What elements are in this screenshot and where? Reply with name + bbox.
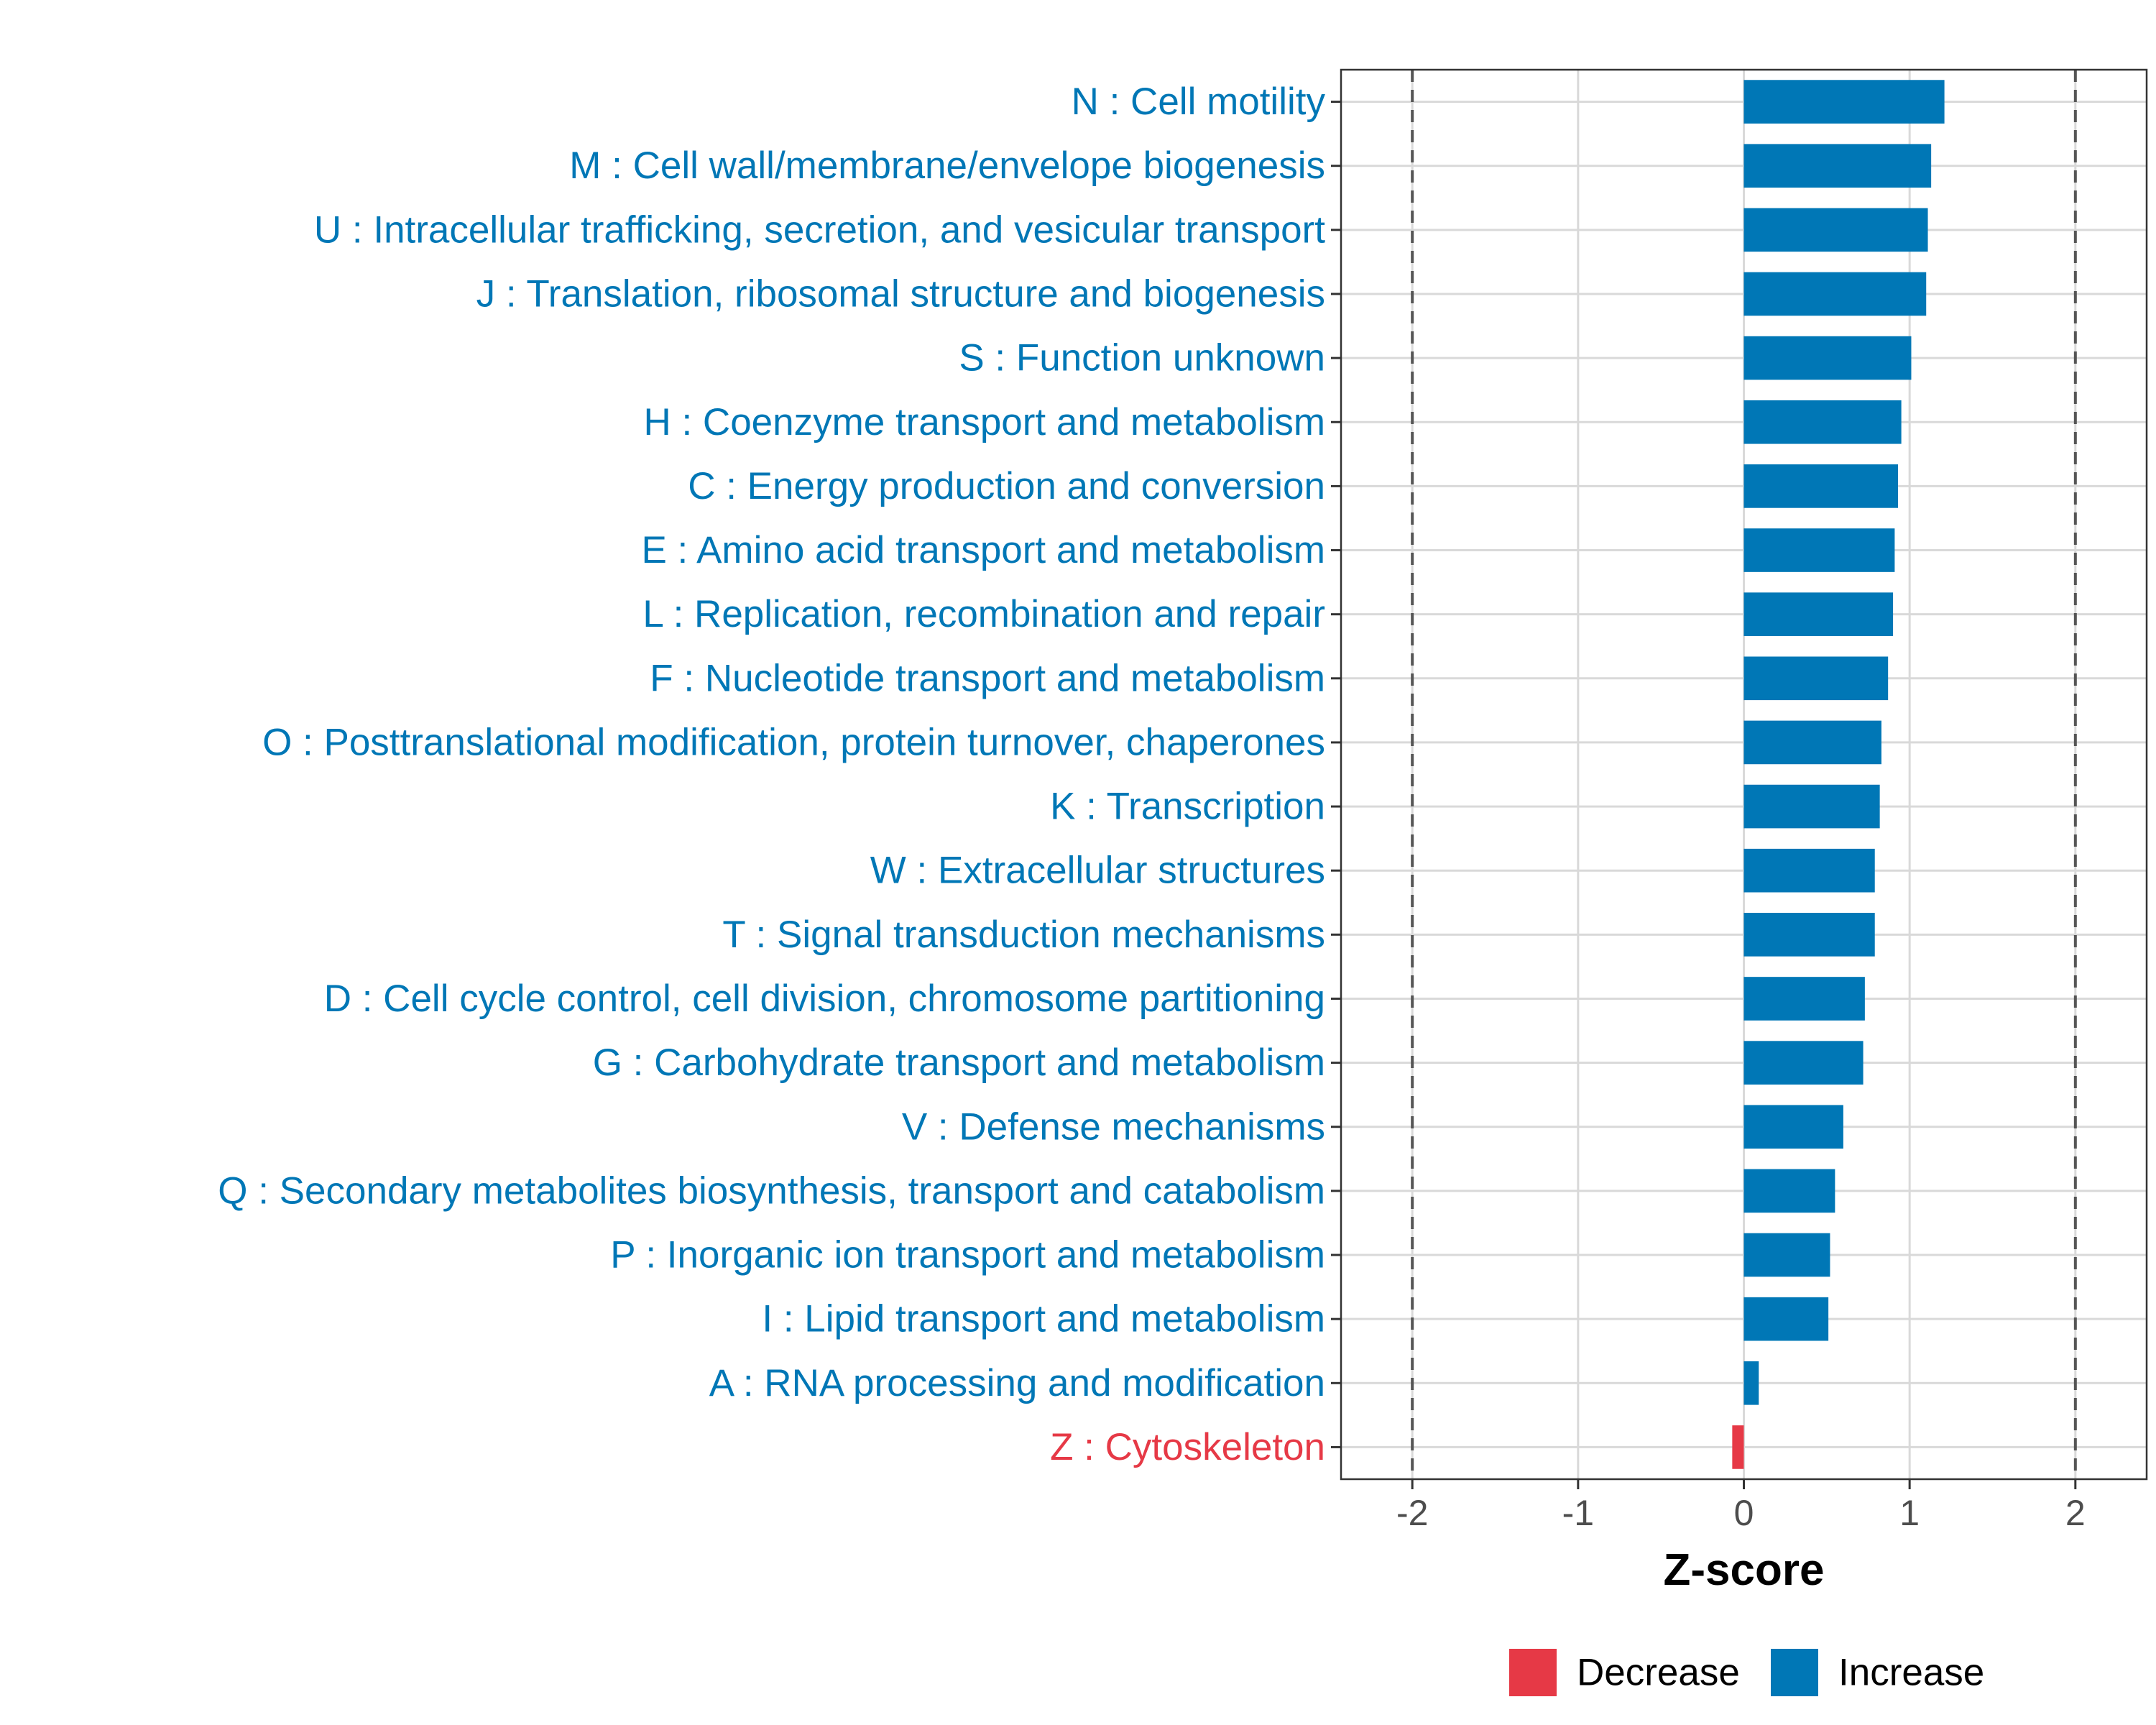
bars-layer <box>1732 80 1945 1469</box>
x-tick-label: -2 <box>1396 1493 1428 1533</box>
bar <box>1732 1425 1744 1469</box>
bar <box>1743 208 1928 252</box>
bar <box>1743 1169 1835 1213</box>
y-tick-label: C : Energy production and conversion <box>688 465 1325 507</box>
y-tick-label: Z : Cytoskeleton <box>1050 1426 1325 1468</box>
bar <box>1743 1233 1830 1277</box>
x-tick-label: -1 <box>1562 1493 1594 1533</box>
bar <box>1743 80 1945 124</box>
bar <box>1743 1105 1843 1149</box>
bar <box>1743 144 1932 188</box>
bar <box>1743 913 1875 957</box>
bar <box>1743 1297 1829 1341</box>
y-tick-label: K : Transcription <box>1050 786 1325 828</box>
bar <box>1743 592 1894 636</box>
bar <box>1743 528 1895 572</box>
bar <box>1743 400 1902 444</box>
y-tick-label: M : Cell wall/membrane/envelope biogenes… <box>569 144 1325 187</box>
y-tick-label: E : Amino acid transport and metabolism <box>641 529 1325 571</box>
y-tick-label: V : Defense mechanisms <box>902 1105 1325 1148</box>
y-tick-label: T : Signal transduction mechanisms <box>722 914 1325 956</box>
legend-key <box>1771 1649 1818 1696</box>
y-tick-label: N : Cell motility <box>1072 80 1326 123</box>
legend-label: Decrease <box>1577 1652 1740 1694</box>
reference-lines <box>1411 70 2077 1479</box>
y-tick-label: H : Coenzyme transport and metabolism <box>643 401 1325 443</box>
y-tick-label: L : Replication, recombination and repai… <box>642 593 1325 635</box>
bar <box>1743 656 1889 701</box>
legend: Decrease Increase <box>1509 1649 1984 1696</box>
bar <box>1743 1361 1759 1405</box>
y-tick-label: P : Inorganic ion transport and metaboli… <box>610 1234 1325 1276</box>
x-tick-label: 1 <box>1899 1493 1920 1533</box>
x-axis: -2 -1 0 1 2 <box>1396 1479 2086 1533</box>
bar <box>1743 977 1865 1021</box>
y-tick-label: W : Extracellular structures <box>870 850 1325 892</box>
y-tick-label: J : Translation, ribosomal structure and… <box>476 272 1325 315</box>
x-axis-title: Z-score <box>1664 1545 1825 1595</box>
legend-key <box>1509 1649 1557 1696</box>
y-tick-label: Q : Secondary metabolites biosynthesis, … <box>218 1169 1325 1212</box>
y-tick-label: S : Function unknown <box>959 337 1325 380</box>
bar <box>1743 848 1875 893</box>
bar <box>1743 1041 1864 1085</box>
bar <box>1743 336 1912 380</box>
y-tick-label: F : Nucleotide transport and metabolism <box>650 657 1325 699</box>
y-tick-label: A : RNA processing and modification <box>709 1362 1325 1404</box>
y-tick-label: G : Carbohydrate transport and metabolis… <box>593 1041 1325 1084</box>
y-tick-label: I : Lipid transport and metabolism <box>762 1298 1325 1340</box>
bar <box>1743 784 1880 829</box>
bar <box>1743 272 1927 316</box>
bar <box>1743 720 1881 765</box>
legend-label: Increase <box>1838 1652 1984 1694</box>
y-tick-label: D : Cell cycle control, cell division, c… <box>324 978 1325 1020</box>
y-axis: N : Cell motility M : Cell wall/membrane/… <box>218 80 1341 1468</box>
x-tick-label: 0 <box>1734 1493 1754 1533</box>
bar <box>1743 464 1899 508</box>
y-tick-label: O : Posttranslational modification, prot… <box>262 721 1325 763</box>
x-tick-label: 2 <box>2065 1493 2086 1533</box>
y-tick-label: U : Intracellular trafficking, secretion… <box>314 208 1325 251</box>
